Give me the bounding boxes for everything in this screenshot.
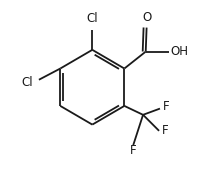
Text: F: F [130,144,136,157]
Text: F: F [161,124,168,137]
Text: OH: OH [170,45,188,58]
Text: F: F [163,100,169,113]
Text: O: O [142,11,151,24]
Text: Cl: Cl [87,12,98,25]
Text: Cl: Cl [21,76,33,89]
